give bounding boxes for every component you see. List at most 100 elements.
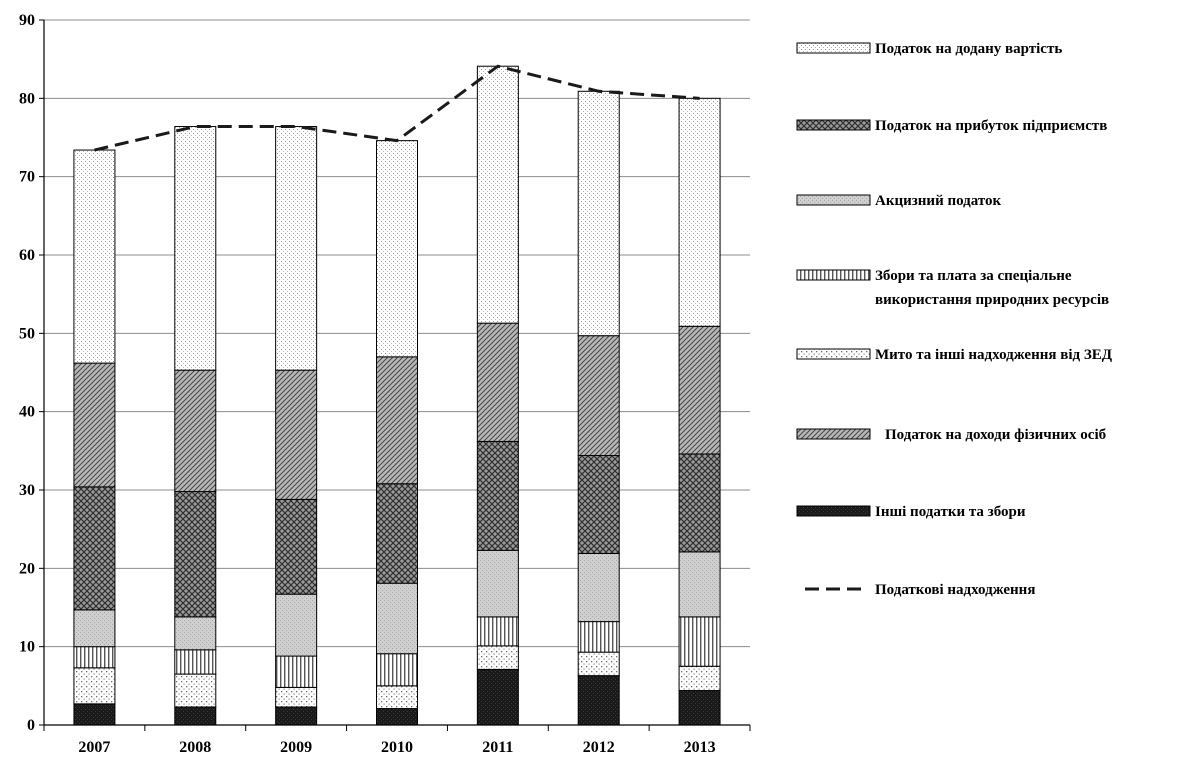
legend-label: Податкові надходження xyxy=(875,582,1035,598)
bar-segment xyxy=(577,651,620,677)
bar-segment xyxy=(275,498,318,595)
bar-segment xyxy=(174,126,217,371)
y-tick-label: 20 xyxy=(19,560,35,577)
legend-swatch xyxy=(796,269,871,281)
legend-label: Податок на додану вартість xyxy=(875,41,1062,57)
bar-segment xyxy=(174,673,217,708)
legend-swatch xyxy=(796,42,871,54)
x-tick-label: 2007 xyxy=(78,739,110,756)
axes xyxy=(43,20,751,731)
legend: Податок на додану вартість Податок на при… xyxy=(796,41,1113,598)
legend-swatch xyxy=(796,119,871,131)
bar-segment xyxy=(376,483,418,584)
legend-entry: Акцизний податок xyxy=(796,193,1002,209)
bar-segment xyxy=(174,491,217,618)
bar-segment xyxy=(476,549,519,618)
legend-swatch xyxy=(796,348,871,360)
bar-segment xyxy=(73,609,116,648)
bar-segment xyxy=(678,325,721,455)
x-tick-label: 2008 xyxy=(179,739,211,756)
tax-revenue-line xyxy=(94,64,700,152)
bar-segment xyxy=(476,668,519,726)
bar-segment xyxy=(476,65,519,324)
bar-segment xyxy=(678,665,721,692)
bar-segment xyxy=(275,655,318,688)
y-tick-label: 70 xyxy=(19,169,35,186)
bar-segment xyxy=(678,453,721,553)
legend-label: Інші податки та збори xyxy=(875,504,1026,520)
bar-segment xyxy=(73,486,116,611)
bar-stack-2012 xyxy=(577,90,620,726)
y-tick-label: 40 xyxy=(19,404,35,421)
legend-label: використання природних ресурсів xyxy=(875,292,1109,308)
bar-segment xyxy=(678,690,721,726)
bar-segment xyxy=(73,362,116,488)
bar-segment xyxy=(678,97,721,327)
bar-stacks xyxy=(73,65,721,726)
x-tick-labels: 2007 2008 2009 2010 2011 2012 2013 xyxy=(78,739,715,756)
legend-entry: Інші податки та збори xyxy=(796,504,1026,520)
bar-segment xyxy=(174,616,217,651)
bar-segment xyxy=(73,646,116,669)
bar-stack-2007 xyxy=(73,149,116,726)
x-tick-label: 2013 xyxy=(684,739,716,756)
bar-segment xyxy=(275,706,318,726)
bar-segment xyxy=(174,706,217,726)
x-tick-label: 2010 xyxy=(381,739,413,756)
bar-segment xyxy=(476,616,519,647)
legend-entry: Збори та плата за спеціальне використання… xyxy=(796,268,1109,308)
y-tick-label: 90 xyxy=(19,12,35,29)
bar-segment xyxy=(577,621,620,653)
legend-swatch xyxy=(796,194,871,206)
bar-segment xyxy=(174,369,217,493)
bar-segment xyxy=(73,149,116,364)
bar-segment xyxy=(376,685,418,710)
bar-stack-2011 xyxy=(476,65,519,726)
y-tick-label: 80 xyxy=(19,90,35,107)
legend-label: Збори та плата за спеціальне xyxy=(875,268,1072,284)
bar-segment xyxy=(376,140,418,358)
bar-segment xyxy=(476,645,519,670)
x-tick-label: 2012 xyxy=(583,739,615,756)
legend-label: Податок на доходи фізичних осіб xyxy=(885,427,1106,443)
y-tick-labels: 0 10 20 30 40 50 60 70 80 90 xyxy=(19,12,44,734)
bar-segment xyxy=(577,90,620,337)
bar-segment xyxy=(476,322,519,442)
legend-label: Податок на прибуток підприємств xyxy=(875,118,1107,134)
y-tick-label: 10 xyxy=(19,639,35,656)
bar-segment xyxy=(376,356,418,485)
bar-segment xyxy=(476,440,519,551)
bar-segment xyxy=(174,649,217,675)
bar-segment xyxy=(73,703,116,726)
y-tick-label: 0 xyxy=(27,717,35,734)
y-tick-label: 60 xyxy=(19,247,35,264)
bar-segment xyxy=(577,552,620,623)
bar-segment xyxy=(275,686,318,708)
x-tick-label: 2009 xyxy=(280,739,312,756)
line-series xyxy=(94,64,700,152)
bar-segment xyxy=(577,455,620,554)
x-tick-label: 2011 xyxy=(482,739,513,756)
legend-entry: Податок на додану вартість xyxy=(796,41,1062,57)
bar-segment xyxy=(577,675,620,726)
legend-label: Мито та інші надходження від ЗЕД xyxy=(875,347,1113,363)
bar-segment xyxy=(275,593,318,657)
bar-segment xyxy=(577,335,620,457)
legend-swatch xyxy=(796,505,871,517)
bar-segment xyxy=(678,616,721,667)
bar-segment xyxy=(376,708,418,726)
y-tick-label: 30 xyxy=(19,482,35,499)
legend-entry: Податок на прибуток підприємств xyxy=(796,118,1107,134)
legend-label: Акцизний податок xyxy=(875,193,1002,209)
bar-segment xyxy=(275,126,318,371)
y-tick-label: 50 xyxy=(19,325,35,342)
legend-entry: Податок на доходи фізичних осіб xyxy=(796,427,1106,443)
bar-segment xyxy=(376,582,418,655)
bar-stack-2010 xyxy=(376,140,418,726)
bar-segment xyxy=(275,369,318,500)
bar-segment xyxy=(73,667,116,705)
bar-segment xyxy=(376,653,418,687)
legend-entry: Мито та інші надходження від ЗЕД xyxy=(796,347,1113,363)
bar-stack-2008 xyxy=(174,126,217,726)
